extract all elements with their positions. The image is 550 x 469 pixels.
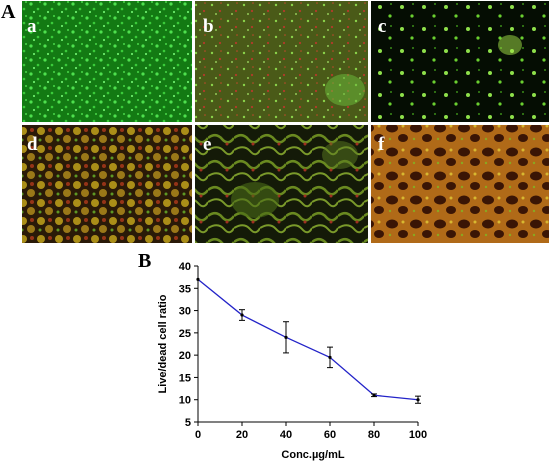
y-tick-label: 30: [179, 306, 191, 318]
x-tick-label: 40: [280, 429, 292, 441]
micrograph-e-label: e: [203, 134, 211, 155]
data-point: [196, 277, 200, 281]
x-tick-label: 0: [195, 429, 201, 441]
y-tick-label: 35: [179, 283, 191, 295]
y-tick-label: 10: [179, 395, 191, 407]
micrograph-f-label: f: [378, 134, 385, 155]
data-point: [416, 398, 420, 402]
y-tick-label: 20: [179, 350, 191, 362]
data-point: [284, 335, 288, 339]
micrograph-e: e: [195, 125, 368, 243]
data-point: [328, 355, 332, 359]
micrograph-b: b: [195, 1, 368, 122]
y-tick-label: 25: [179, 328, 191, 340]
y-axis-title: Live/dead cell ratio: [157, 294, 169, 393]
micrograph-b-label: b: [203, 16, 214, 37]
live-dead-chart: 5 10 15 20 25 30 35 40 0 20 40 60 80 100 Conc.µg/mL Liv…: [157, 261, 427, 461]
x-tick-label: 60: [324, 429, 336, 441]
x-tick-label: 80: [368, 429, 380, 441]
micrograph-f: f: [371, 125, 549, 243]
x-axis-title: Conc.µg/mL: [281, 449, 344, 461]
micrograph-a-label: a: [27, 16, 37, 37]
panel-a-label: A: [1, 1, 16, 23]
micrograph-d-label: d: [27, 134, 38, 155]
x-tick-label: 100: [409, 429, 427, 441]
micrograph-d: d: [22, 125, 192, 243]
x-tick-label: 20: [236, 429, 248, 441]
micrograph-a: a: [22, 1, 192, 122]
data-point: [240, 313, 244, 317]
micrograph-c-label: c: [378, 16, 386, 37]
series-line: [197, 278, 419, 401]
micrograph-c: c: [371, 1, 549, 122]
y-tick-label: 15: [179, 372, 191, 384]
y-tick-label: 40: [179, 261, 191, 273]
panel-b-label: B: [138, 250, 152, 272]
micrograph-grid: a b c d e f: [22, 1, 549, 243]
y-tick-label: 5: [185, 417, 191, 429]
data-point: [372, 393, 376, 397]
